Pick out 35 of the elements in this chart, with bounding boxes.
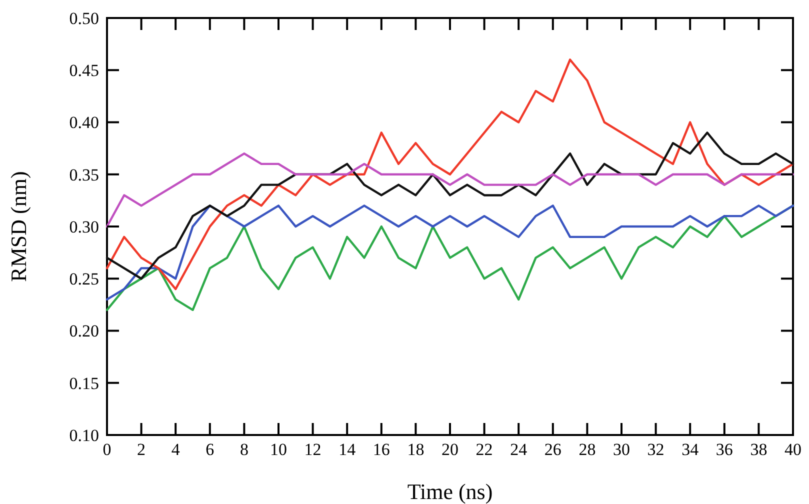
- x-tick-label: 0: [102, 440, 112, 459]
- x-tick-label: 28: [578, 440, 596, 459]
- x-tick-label: 10: [270, 440, 287, 459]
- y-tick-label: 0.45: [69, 61, 99, 80]
- x-tick-label: 38: [750, 440, 768, 459]
- x-tick-label: 4: [171, 440, 180, 459]
- y-tick-label: 0.25: [69, 270, 99, 289]
- y-tick-label: 0.50: [69, 8, 99, 28]
- x-tick-label: 22: [476, 440, 493, 459]
- y-tick-label: 0.30: [69, 217, 99, 236]
- x-tick-label: 8: [240, 440, 248, 459]
- x-tick-label: 40: [784, 440, 802, 459]
- x-tick-label: 36: [716, 440, 733, 459]
- line-series: [106, 132, 794, 280]
- x-tick-label: 6: [206, 440, 214, 459]
- line-series: [106, 152, 794, 228]
- y-tick-label: 0.15: [69, 374, 99, 393]
- y-tick-label: 0.35: [69, 165, 99, 184]
- x-tick-label: 14: [338, 440, 356, 459]
- y-tick-label: 0.40: [69, 113, 99, 132]
- x-tick-label: 24: [510, 440, 528, 459]
- x-tick-label: 20: [442, 440, 458, 459]
- x-tick-label: 26: [544, 440, 562, 459]
- x-tick-label: 34: [682, 440, 700, 459]
- y-tick-label: 0.10: [69, 426, 99, 445]
- x-tick-label: 18: [407, 440, 424, 459]
- y-tick-label: 0.20: [69, 322, 99, 341]
- x-tick-label: 12: [304, 440, 322, 459]
- x-tick-label: 2: [137, 440, 146, 459]
- line-series: [106, 58, 794, 290]
- x-tick-label: 32: [647, 440, 664, 459]
- x-tick-label: 30: [613, 440, 630, 459]
- y-axis-title: RMSD (nm): [6, 171, 31, 282]
- x-axis-title: Time (ns): [407, 479, 493, 504]
- x-tick-label: 16: [372, 440, 390, 459]
